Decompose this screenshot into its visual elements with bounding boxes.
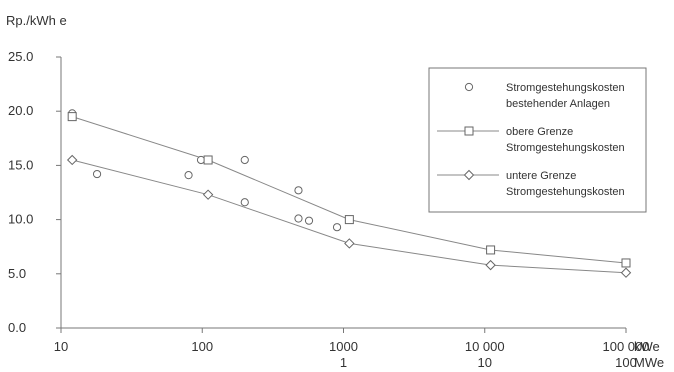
data-point-circle: [196, 155, 206, 165]
x-tick-label-secondary: 1: [340, 355, 347, 370]
legend-marker-square: [464, 126, 474, 136]
data-point-circle: [294, 214, 303, 223]
x-tick-label-secondary: 10: [478, 355, 492, 370]
legend-label: Stromgestehungskosten: [506, 82, 625, 94]
legend-label: Stromgestehungskosten: [506, 142, 625, 154]
y-tick-label: 5.0: [8, 266, 26, 281]
data-point-square: [621, 258, 631, 268]
data-point-circle: [184, 171, 193, 180]
data-point-square: [486, 245, 496, 255]
x-tick-label: 10 000: [465, 339, 505, 354]
y-tick-label: 20.0: [8, 103, 33, 118]
x-tick-label: 100: [191, 339, 213, 354]
data-point-circle: [240, 198, 249, 207]
legend-box: [428, 67, 647, 213]
data-point-circle: [240, 155, 249, 165]
y-axis-label: Rp./kWh e: [6, 13, 67, 28]
data-point-diamond: [485, 259, 496, 271]
data-point-circle: [332, 223, 342, 232]
x-tick-label: 100 000: [603, 339, 650, 354]
legend-marker-circle: [464, 82, 474, 92]
data-point-square: [344, 215, 354, 225]
legend: Stromgestehungskosten bestehender Anlagen…: [428, 67, 647, 213]
data-point-square: [203, 155, 213, 165]
x-tick-label-secondary: 100: [615, 355, 637, 370]
x-tick-label: 10: [54, 339, 68, 354]
legend-label: Stromgestehungskosten: [506, 186, 625, 198]
data-point-diamond: [344, 238, 355, 249]
data-point-circle: [304, 216, 314, 225]
data-point-circle: [294, 186, 303, 195]
x-unit-primary: kWe: [634, 339, 660, 354]
data-point-diamond: [620, 267, 632, 278]
series-markers: [66, 109, 632, 278]
y-tick-label: 15.0: [8, 157, 33, 172]
data-point-diamond: [202, 189, 214, 200]
data-point-square: [67, 112, 77, 122]
data-point-diamond: [66, 154, 78, 166]
x-tick-label: 1000: [329, 339, 358, 354]
legend-label: bestehender Anlagen: [506, 98, 610, 110]
y-tick-label: 10.0: [8, 212, 33, 227]
legend-marker-diamond: [463, 169, 475, 181]
data-point-circle: [92, 169, 102, 179]
legend-label: untere Grenze: [506, 170, 576, 182]
y-tick-label: 25.0: [8, 49, 33, 64]
x-unit-secondary: MWe: [634, 355, 664, 370]
legend-label: obere Grenze: [506, 126, 573, 138]
y-tick-label: 0.0: [8, 320, 26, 335]
